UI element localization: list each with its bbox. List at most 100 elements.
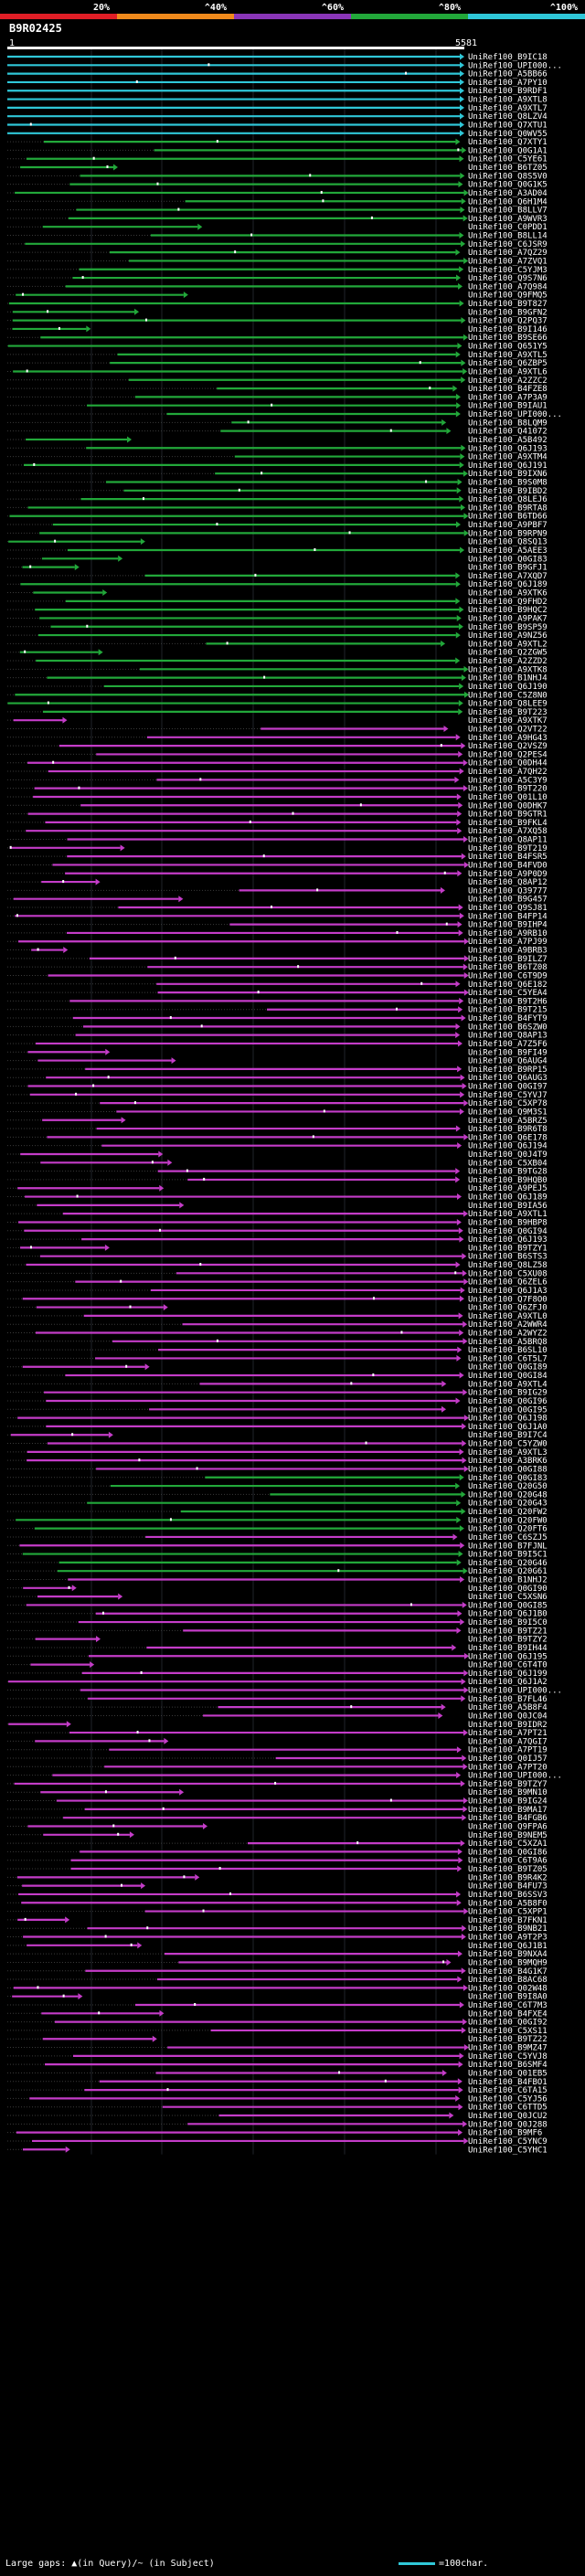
- hit-row[interactable]: UniRef100_A3AD04: [7, 189, 548, 198]
- hit-row[interactable]: UniRef100_Q8LEE9: [7, 700, 548, 709]
- hit-label[interactable]: UniRef100_B4FSR5: [468, 853, 548, 862]
- hit-label[interactable]: UniRef100_A9RB10: [468, 929, 548, 938]
- hit-row[interactable]: UniRef100_Q9FHD2: [7, 598, 548, 607]
- hit-row[interactable]: UniRef100_A7ZVQ1: [7, 257, 548, 266]
- hit-row[interactable]: UniRef100_Q2PQ37: [7, 317, 548, 326]
- hit-row[interactable]: UniRef100_B9IH44: [7, 1644, 548, 1653]
- hit-row[interactable]: UniRef100_B9IA56: [7, 1202, 548, 1211]
- hit-row[interactable]: UniRef100_UPI000...: [7, 410, 562, 419]
- hit-row[interactable]: UniRef100_Q2ZGW5: [7, 649, 548, 658]
- hit-row[interactable]: UniRef100_B4FYT9: [7, 1014, 548, 1023]
- hit-row[interactable]: UniRef100_B9SE66: [7, 334, 548, 343]
- hit-label[interactable]: UniRef100_C0PDD1: [468, 223, 548, 232]
- hit-row[interactable]: UniRef100_Q0GI97: [7, 1083, 548, 1092]
- hit-row[interactable]: UniRef100_B9TZ22: [7, 2035, 548, 2044]
- hit-label[interactable]: UniRef100_B9T220: [468, 785, 548, 794]
- hit-label[interactable]: UniRef100_B8LL14: [468, 232, 548, 241]
- hit-label[interactable]: UniRef100_Q0GI97: [468, 1083, 548, 1092]
- hit-row[interactable]: UniRef100_C6SZJ5: [7, 1533, 548, 1542]
- hit-row[interactable]: UniRef100_B8LLV7: [7, 207, 548, 216]
- hit-label[interactable]: UniRef100_B9IXN6: [468, 470, 548, 479]
- hit-label[interactable]: UniRef100_A7Z5F6: [468, 1040, 548, 1049]
- hit-row[interactable]: UniRef100_B9MZ47: [7, 2044, 548, 2053]
- hit-label[interactable]: UniRef100_B4FP14: [468, 912, 548, 921]
- hit-row[interactable]: UniRef100_B4G1K7: [7, 1967, 548, 1977]
- hit-label[interactable]: UniRef100_C5Z8N0: [468, 691, 548, 700]
- hit-row[interactable]: UniRef100_Q8LEJ6: [7, 495, 548, 504]
- hit-label[interactable]: UniRef100_B9T215: [468, 1006, 548, 1015]
- hit-row[interactable]: UniRef100_A9XTL1: [7, 1210, 548, 1219]
- hit-label[interactable]: UniRef100_B9IBD2: [468, 487, 548, 496]
- hit-row[interactable]: UniRef100_B4FSR5: [7, 853, 548, 862]
- hit-row[interactable]: UniRef100_A9PEJ5: [7, 1184, 548, 1193]
- hit-label[interactable]: UniRef100_Q6AUG4: [468, 1057, 548, 1066]
- hit-label[interactable]: UniRef100_B9SP59: [468, 623, 548, 632]
- hit-row[interactable]: UniRef100_B9TZY2: [7, 1636, 548, 1645]
- hit-label[interactable]: UniRef100_A7PT20: [468, 1763, 548, 1772]
- hit-label[interactable]: UniRef100_C6SZJ5: [468, 1533, 548, 1542]
- hit-label[interactable]: UniRef100_C6JSR9: [468, 240, 548, 249]
- hit-label[interactable]: UniRef100_Q0GI86: [468, 1848, 548, 1857]
- hit-label[interactable]: UniRef100_Q0GI88: [468, 1465, 548, 1474]
- hit-label[interactable]: UniRef100_B9IH44: [468, 1644, 548, 1653]
- hit-label[interactable]: UniRef100_A7XQD7: [468, 572, 548, 581]
- hit-label[interactable]: UniRef100_Q0GI85: [468, 1601, 548, 1610]
- hit-label[interactable]: UniRef100_B4FGB6: [468, 1814, 548, 1823]
- hit-row[interactable]: UniRef100_A9HG43: [7, 734, 548, 743]
- hit-row[interactable]: UniRef100_B9NXA4: [7, 1950, 548, 1959]
- hit-label[interactable]: UniRef100_A9PBF7: [468, 521, 548, 530]
- hit-label[interactable]: UniRef100_C5YE61: [468, 155, 548, 164]
- hit-row[interactable]: UniRef100_A5BRQ8: [7, 1338, 548, 1347]
- hit-row[interactable]: UniRef100_B7FJNL: [7, 1542, 548, 1551]
- hit-row[interactable]: UniRef100_Q20FW0: [7, 1516, 548, 1525]
- hit-row[interactable]: UniRef100_B9TZY7: [7, 1780, 548, 1789]
- hit-label[interactable]: UniRef100_C5XP78: [468, 1099, 548, 1108]
- hit-label[interactable]: UniRef100_A9XTL2: [468, 640, 548, 649]
- hit-label[interactable]: UniRef100_B9MN10: [468, 1788, 548, 1797]
- hit-label[interactable]: UniRef100_B9IA56: [468, 1202, 548, 1211]
- hit-label[interactable]: UniRef100_Q20G43: [468, 1500, 548, 1509]
- hit-label[interactable]: UniRef100_Q9S7N6: [468, 274, 548, 283]
- hit-row[interactable]: UniRef100_B9NB21: [7, 1924, 548, 1934]
- hit-row[interactable]: UniRef100_B9GFJ1: [7, 564, 548, 573]
- hit-row[interactable]: UniRef100_Q6J1B0: [7, 1610, 548, 1619]
- hit-row[interactable]: UniRef100_B9HQC2: [7, 606, 548, 615]
- hit-row[interactable]: UniRef100_Q0GI86: [7, 1848, 548, 1857]
- hit-row[interactable]: UniRef100_C6T4T0: [7, 1661, 548, 1670]
- hit-label[interactable]: UniRef100_A2ZZC2: [468, 376, 548, 386]
- hit-label[interactable]: UniRef100_B9NXA4: [468, 1950, 548, 1959]
- hit-row[interactable]: UniRef100_Q8LZ58: [7, 1261, 548, 1270]
- hit-label[interactable]: UniRef100_B9MZ47: [468, 2044, 548, 2053]
- hit-label[interactable]: UniRef100_C5YNC9: [468, 2137, 548, 2147]
- hit-row[interactable]: UniRef100_B4FVD0: [7, 861, 548, 870]
- hit-label[interactable]: UniRef100_B6TZ05: [468, 164, 548, 173]
- hit-row[interactable]: UniRef100_Q0GI94: [7, 1227, 548, 1236]
- hit-row[interactable]: UniRef100_Q0G1A1: [7, 146, 548, 155]
- hit-row[interactable]: UniRef100_A7PY10: [7, 79, 548, 88]
- hit-row[interactable]: UniRef100_B9I5C0: [7, 1618, 548, 1627]
- hit-row[interactable]: UniRef100_Q41072: [7, 428, 548, 437]
- hit-label[interactable]: UniRef100_B9T223: [468, 708, 548, 717]
- hit-label[interactable]: UniRef100_Q6J198: [468, 1415, 548, 1424]
- hit-label[interactable]: UniRef100_B9RP15: [468, 1065, 548, 1075]
- hit-row[interactable]: UniRef100_B4FGB6: [7, 1814, 548, 1823]
- hit-label[interactable]: UniRef100_B9MA17: [468, 1806, 548, 1815]
- hit-label[interactable]: UniRef100_C5YJ56: [468, 2094, 548, 2104]
- hit-label[interactable]: UniRef100_Q0GI92: [468, 2019, 548, 2028]
- hit-row[interactable]: UniRef100_Q0GI83: [7, 555, 548, 564]
- hit-row[interactable]: UniRef100_B9R6T8: [7, 1125, 548, 1134]
- hit-row[interactable]: UniRef100_A7XQ58: [7, 827, 548, 836]
- hit-label[interactable]: UniRef100_C6TTD5: [468, 2104, 548, 2113]
- hit-row[interactable]: UniRef100_B9IAU1: [7, 402, 548, 411]
- hit-label[interactable]: UniRef100_B9TZY7: [468, 1780, 548, 1789]
- hit-row[interactable]: UniRef100_A7PJ99: [7, 938, 548, 947]
- hit-row[interactable]: UniRef100_C6T9D9: [7, 971, 548, 981]
- hit-label[interactable]: UniRef100_A5BB66: [468, 70, 548, 80]
- hit-label[interactable]: UniRef100_B9IAU1: [468, 402, 548, 411]
- hit-row[interactable]: UniRef100_B6STS3: [7, 1253, 548, 1262]
- hit-label[interactable]: UniRef100_UPI000...: [468, 61, 562, 70]
- hit-row[interactable]: UniRef100_A5BB66: [7, 70, 548, 80]
- hit-row[interactable]: UniRef100_A7QGI7: [7, 1737, 548, 1746]
- hit-row[interactable]: UniRef100_B7FL46: [7, 1695, 548, 1704]
- hit-label[interactable]: UniRef100_B7FJNL: [468, 1542, 548, 1551]
